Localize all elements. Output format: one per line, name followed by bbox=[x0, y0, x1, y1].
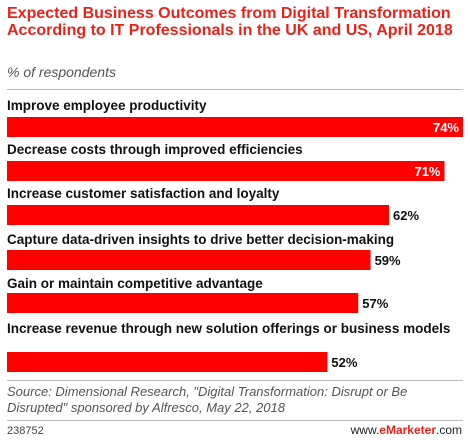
bar-3 bbox=[7, 205, 390, 225]
brand-suffix: .com bbox=[435, 423, 462, 437]
category-label-4: Capture data-driven insights to drive be… bbox=[7, 232, 394, 247]
brand-name: eMarketer bbox=[379, 423, 436, 437]
footer-divider bbox=[7, 420, 463, 421]
value-label-2: 71% bbox=[414, 164, 440, 179]
category-label-1: Improve employee productivity bbox=[7, 98, 207, 113]
emarketer-logo: www.eMarketer.com bbox=[351, 423, 462, 437]
bar-chart: Improve employee productivity 74% Decrease… bbox=[7, 98, 463, 372]
value-label-1: 74% bbox=[433, 120, 459, 135]
value-label-4: 59% bbox=[375, 253, 401, 268]
category-label-2: Decrease costs through improved efficien… bbox=[7, 142, 303, 157]
bar-2 bbox=[7, 161, 445, 181]
brand-prefix: www. bbox=[350, 423, 380, 437]
chart-id: 238752 bbox=[7, 425, 44, 437]
chart-subtitle: % of respondents bbox=[7, 64, 116, 80]
bar-4 bbox=[7, 250, 371, 270]
bar-6 bbox=[7, 352, 328, 372]
top-divider bbox=[7, 89, 463, 90]
value-label-5: 57% bbox=[362, 296, 388, 311]
category-label-5: Gain or maintain competitive advantage bbox=[7, 276, 263, 291]
chart-title: Expected Business Outcomes from Digital … bbox=[7, 5, 453, 39]
bar-1 bbox=[7, 117, 463, 137]
value-label-6: 52% bbox=[331, 355, 357, 370]
source-note: Source: Dimensional Research, "Digital T… bbox=[7, 384, 408, 415]
bottom-divider bbox=[7, 380, 463, 381]
value-label-3: 62% bbox=[393, 208, 419, 223]
bar-5 bbox=[7, 293, 359, 313]
category-label-3: Increase customer satisfaction and loyal… bbox=[7, 186, 280, 201]
category-label-6: Increase revenue through new solution of… bbox=[7, 321, 450, 336]
